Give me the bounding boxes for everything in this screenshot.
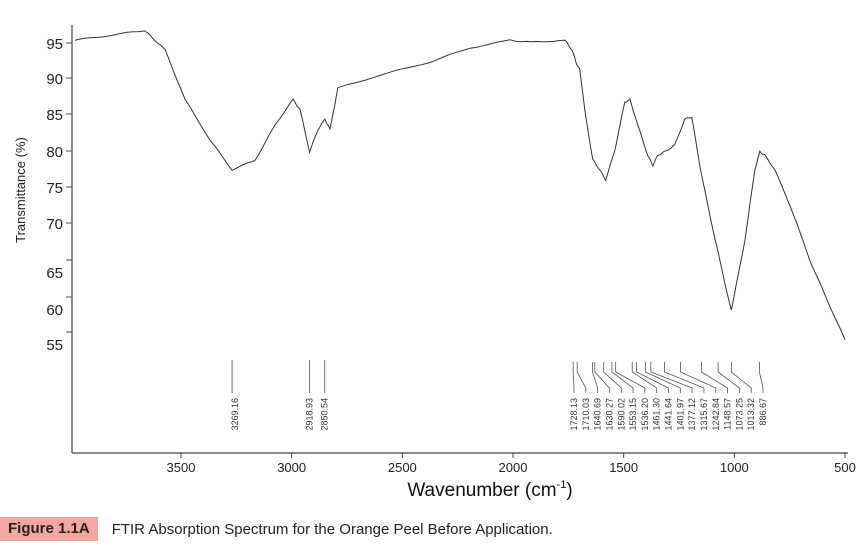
x-tick-label: 2000 <box>499 460 528 475</box>
peak-leader-line <box>603 362 622 393</box>
peak-leader-line <box>664 362 705 393</box>
peak-label: 1536.20 <box>640 398 650 431</box>
figure-tag: Figure 1.1A <box>0 517 98 541</box>
peak-leader-line <box>636 362 669 393</box>
peak-leader-line <box>631 362 658 393</box>
y-tick-label: 75 <box>46 180 63 197</box>
peak-label: 1630.27 <box>604 398 614 431</box>
peak-leader-line <box>592 362 599 393</box>
x-tick-label: 500 <box>834 460 856 475</box>
peak-label: 1401.97 <box>675 398 685 431</box>
peak-leader-line <box>572 362 575 393</box>
y-tick-label: 90 <box>46 71 63 88</box>
peak-leader-line <box>650 362 693 393</box>
peak-label: 2918.93 <box>305 398 315 431</box>
peak-leader-line <box>615 362 646 393</box>
peak-label: 1553.15 <box>628 398 638 431</box>
y-tick-label: 60 <box>46 302 63 319</box>
y-tick-label: 65 <box>46 265 63 282</box>
peak-leader-line <box>717 362 740 393</box>
x-axis-label: Wavenumber (cm-1) <box>407 479 572 501</box>
y-tick-label: 70 <box>46 216 63 233</box>
peak-label: 1710.03 <box>581 398 591 431</box>
axes <box>71 25 848 454</box>
spectrum-line <box>74 30 846 340</box>
peak-leader-line <box>611 362 634 393</box>
peak-leader-line <box>730 362 752 393</box>
y-tick-label: 95 <box>46 36 63 53</box>
y-tick-label: 85 <box>46 107 63 124</box>
peak-label: 3269.16 <box>230 398 240 431</box>
y-tick-label: 55 <box>46 337 63 354</box>
peak-leader-line <box>644 362 681 393</box>
y-tick-label: 80 <box>46 144 63 161</box>
peak-label: 1461.30 <box>652 398 662 431</box>
peak-label: 886.67 <box>758 398 768 426</box>
x-ticks: 3500 3000 2500 2000 1500 1000 500 <box>167 453 856 475</box>
peak-label: 1315.67 <box>699 398 709 431</box>
peak-leader-line <box>680 362 717 393</box>
y-ticks: 95 90 85 80 75 70 65 60 55 <box>46 36 72 354</box>
peak-label: 1073.25 <box>734 398 744 431</box>
peak-leader-line <box>576 362 587 393</box>
figure-caption: Figure 1.1A FTIR Absorption Spectrum for… <box>0 517 553 541</box>
peak-annotations: 3269.16 2918.93 2850.54 1728.13 1710.03 1640.… <box>230 360 768 431</box>
peak-leader-line <box>701 362 728 393</box>
peak-leader-line <box>594 362 610 393</box>
x-tick-label: 1000 <box>720 460 749 475</box>
peak-label: 1640.69 <box>593 398 603 431</box>
peak-label: 1377.12 <box>687 398 697 431</box>
x-tick-label: 1500 <box>609 460 638 475</box>
peak-label: 1441.64 <box>664 398 674 431</box>
peak-label: 1242.84 <box>711 398 721 431</box>
x-tick-label: 3500 <box>167 460 196 475</box>
peak-leader-line <box>759 362 764 393</box>
x-tick-label: 3000 <box>277 460 306 475</box>
x-tick-label: 2500 <box>388 460 417 475</box>
y-axis-label: Transmittance (%) <box>13 137 28 243</box>
peak-label: 1148.57 <box>723 398 733 430</box>
peak-label: 1590.02 <box>616 398 626 431</box>
peak-label: 1013.32 <box>746 398 756 431</box>
caption-text: FTIR Absorption Spectrum for the Orange … <box>111 520 553 538</box>
peak-label: 2850.54 <box>320 398 330 431</box>
peak-label: 1728.13 <box>569 398 579 431</box>
